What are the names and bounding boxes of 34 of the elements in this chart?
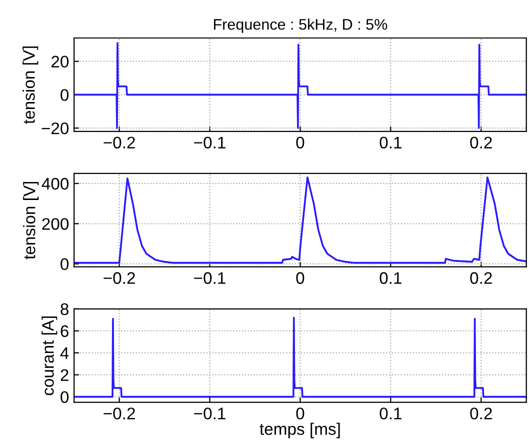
x-tick-label: −0.1 [194, 136, 226, 149]
y-axis-title: tension [V] [22, 46, 38, 124]
y-tick-label: 0 [60, 89, 69, 101]
x-tick-label: 0.1 [380, 136, 402, 149]
y-tick-label: 0 [60, 391, 69, 404]
x-tick-label: 0.2 [470, 408, 492, 420]
y-tick-label: 8 [60, 303, 68, 316]
x-tick-label: −0.1 [194, 272, 226, 284]
x-tick-label: 0 [296, 408, 304, 420]
x-axis-title: temps [ms] [260, 422, 340, 438]
y-tick-label: 2 [60, 369, 68, 381]
x-tick-label: 0.2 [470, 272, 492, 284]
x-tick-label: 0.1 [380, 272, 402, 284]
x-tick-label: −0.2 [104, 136, 135, 149]
y-axis-title: tension [V] [23, 182, 39, 260]
x-tick-label: 0 [296, 136, 304, 149]
y-tick-label: 20 [52, 56, 69, 68]
y-tick-label: 6 [60, 325, 68, 338]
y-tick-label: −20 [42, 122, 69, 134]
line-series [74, 316, 526, 398]
y-tick-label: 200 [42, 218, 69, 230]
x-tick-label: 0.2 [470, 136, 492, 149]
chart-title: Frequence : 5kHz, D : 5% [214, 18, 388, 33]
x-tick-label: −0.2 [104, 272, 135, 284]
y-axis-title: courant [A] [42, 316, 58, 396]
line-series [74, 42, 526, 129]
x-tick-label: −0.1 [194, 408, 226, 420]
y-tick-label: 0 [60, 258, 69, 270]
line-series [74, 176, 526, 264]
x-tick-label: 0 [296, 272, 304, 284]
x-tick-label: 0.1 [380, 408, 402, 420]
y-tick-label: 4 [60, 347, 69, 359]
x-tick-label: −0.2 [104, 408, 135, 420]
y-tick-label: 400 [42, 178, 69, 190]
